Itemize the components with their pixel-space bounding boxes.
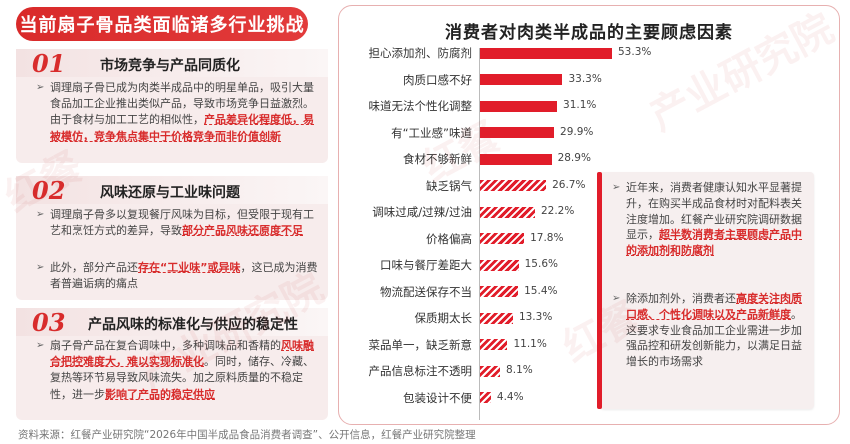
highlight-text: 影响了产品的稳定供应 <box>105 387 215 401</box>
note-text: 除添加剂外，消费者还高度关注肉质口感、个性化调味以及产品新鲜度。这要求专业食品加… <box>626 292 802 368</box>
value-label: 33.3% <box>568 72 602 85</box>
plain-text: 。这要求专业食品加工企业需进一步加强品控和研发创新能力，以满足日益增长的市场需求 <box>626 307 802 369</box>
plain-text: 扇子骨产品在复合调味中，多种调味品和香精的 <box>50 339 281 352</box>
section-title: 产品风味的标准化与供应的稳定性 <box>88 317 298 333</box>
value-label: 29.9% <box>560 125 594 138</box>
bar <box>480 100 558 112</box>
arrow-bullet-icon: ➢ <box>612 182 621 193</box>
chart-axis <box>479 48 480 420</box>
section-bullet: ➢ 此外，部分产品还存在“工业味”或异味，这已成为消费者普遍诟病的痛点 <box>36 260 318 292</box>
bar <box>480 180 547 191</box>
note-text: 近年来，消费者健康认知水平显著提升，在购买半成品食材时对配料表关注度增加。红餐产… <box>626 181 802 257</box>
highlight-text: 超半数消费者主要顾虑产品中的添加剂和防腐剂 <box>626 228 802 258</box>
value-label: 8.1% <box>506 364 533 376</box>
plain-text: 近年来，消费者健康认知水平显著提升，在购买半成品食材时对配料表关注度增加。红餐产… <box>626 181 802 242</box>
section-title: 市场竞争与产品同质化 <box>100 58 240 74</box>
plain-text: 。同时，储存、冷藏、复热等环节易导致风味流失。加之原料质量的不稳定性，进一步 <box>50 355 314 401</box>
bullet-text: 扇子骨产品在复合调味中，多种调味品和香精的风味融合把控难度大，难以实现标准化。同… <box>50 339 314 401</box>
category-label: 肉质口感不好 <box>403 72 472 87</box>
bar <box>480 365 501 377</box>
challenge-section-1: 01 市场竞争与产品同质化 ➢ 调理扇子骨已成为肉类半成品中的明星单品，吸引大量… <box>16 49 328 163</box>
category-label: 保质期太长 <box>414 311 473 325</box>
category-label: 食材不够新鲜 <box>403 152 472 166</box>
plain-text: ，这已成为消费者普遍诟病的痛点 <box>50 261 318 291</box>
section-title: 风味还原与工业味问题 <box>100 185 240 201</box>
section-bullet: ➢ 调理扇子骨已成为肉类半成品中的明星单品，吸引大量食品加工企业推出类似产品，导… <box>36 80 318 145</box>
bullet-text: 调理扇子骨已成为肉类半成品中的明星单品，吸引大量食品加工企业推出类似产品，导致市… <box>50 81 314 143</box>
bar <box>480 339 508 350</box>
bullet-text: 此外，部分产品还存在“工业味”或异味，这已成为消费者普遍诟病的痛点 <box>50 261 317 290</box>
value-label: 28.9% <box>557 152 591 164</box>
arrow-bullet-icon: ➢ <box>36 340 45 351</box>
bar <box>480 392 491 403</box>
section-header <box>16 308 328 336</box>
value-label: 13.3% <box>518 311 553 323</box>
value-label: 17.8% <box>530 231 564 244</box>
section-header <box>16 176 328 204</box>
note-bullet: ➢ 近年来，消费者健康认知水平显著提升，在购买半成品食材时对配料表关注度增加。红… <box>612 180 806 259</box>
bar <box>480 127 555 138</box>
value-label: 53.3% <box>618 46 652 58</box>
section-bullet: ➢ 调理扇子骨多以复现餐厅风味为目标，但受限于现有工艺和烹饪方式的差异，导致部分… <box>36 207 318 239</box>
highlight-text: 高度关注肉质口感、个性化调味以及产品新鲜度 <box>626 292 802 321</box>
category-label: 包装设计不便 <box>403 390 472 405</box>
value-label: 31.1% <box>563 99 597 111</box>
highlight-text: 部分产品风味还原度不足 <box>182 224 303 238</box>
value-label: 15.4% <box>524 284 558 297</box>
category-label: 味道无法个性化调整 <box>368 99 473 113</box>
bar <box>480 259 519 271</box>
category-label: 缺乏锅气 <box>426 178 472 193</box>
bar <box>480 206 535 218</box>
arrow-bullet-icon: ➢ <box>36 209 45 220</box>
plain-text: 除添加剂外，消费者还 <box>626 292 736 305</box>
chart-title: 消费者对肉类半成品的主要顾虑因素 <box>445 23 733 43</box>
category-label: 价格偏高 <box>426 231 472 246</box>
category-label: 调味过咸/过辣/过油 <box>372 205 472 219</box>
bar <box>480 286 519 297</box>
bar <box>480 74 563 85</box>
arrow-bullet-icon: ➢ <box>612 293 621 304</box>
category-label: 物流配送保存不当 <box>380 284 472 299</box>
value-label: 22.2% <box>540 205 575 217</box>
page-title: 当前扇子骨品类面临诸多行业挑战 <box>16 7 308 41</box>
section-number: 02 <box>32 176 66 205</box>
challenge-section-2: 02 风味还原与工业味问题 ➢ 调理扇子骨多以复现餐厅风味为目标，但受限于现有工… <box>16 176 328 300</box>
bar <box>480 47 612 59</box>
plain-text: 调理扇子骨多以复现餐厅风味为目标，但受限于现有工艺和烹饪方式的差异，导致 <box>50 208 314 238</box>
highlight-text: 风味融合把控难度大，难以实现标准化 <box>50 339 314 369</box>
category-label: 有“工业感”味道 <box>391 125 472 140</box>
bar <box>480 233 525 244</box>
plain-text: 此外，部分产品还 <box>50 261 138 274</box>
value-label: 4.4% <box>496 390 524 403</box>
value-label: 11.1% <box>513 337 547 350</box>
bar <box>480 153 552 165</box>
category-label: 产品信息标注不透明 <box>368 364 473 378</box>
note-accent-bar <box>597 172 602 409</box>
note-bullet: ➢ 除添加剂外，消费者还高度关注肉质口感、个性化调味以及产品新鲜度。这要求专业食… <box>612 291 806 370</box>
bullet-text: 调理扇子骨多以复现餐厅风味为目标，但受限于现有工艺和烹饪方式的差异，导致部分产品… <box>50 208 314 237</box>
category-label: 菜品单一，缺乏新意 <box>368 337 473 352</box>
highlight-text: 产品差异化程度低，易被模仿，竞争焦点集中于价格竞争而非价值创新 <box>50 113 314 143</box>
challenge-section-3: 03 产品风味的标准化与供应的稳定性 ➢ 扇子骨产品在复合调味中，多种调味品和香… <box>16 308 328 420</box>
bar <box>480 312 513 324</box>
arrow-bullet-icon: ➢ <box>36 82 45 93</box>
category-label: 担心添加剂、防腐剂 <box>368 46 473 60</box>
section-bullet: ➢ 扇子骨产品在复合调味中，多种调味品和香精的风味融合把控难度大，难以实现标准化… <box>36 338 318 403</box>
insight-note: ➢ 近年来，消费者健康认知水平显著提升，在购买半成品食材时对配料表关注度增加。红… <box>597 172 814 409</box>
section-number: 01 <box>32 49 66 78</box>
value-label: 26.7% <box>552 178 586 191</box>
arrow-bullet-icon: ➢ <box>36 262 45 273</box>
highlight-text: 存在“工业味”或异味 <box>138 261 241 274</box>
value-label: 15.6% <box>524 258 558 270</box>
source-footer: 资料来源：红餐产业研究院“2026年中国半成品食品消费者调查”、公开信息，红餐产… <box>18 429 476 441</box>
section-header <box>16 49 328 77</box>
plain-text: 调理扇子骨已成为肉类半成品中的明星单品，吸引大量食品加工企业推出类似产品，导致市… <box>50 81 314 127</box>
section-number: 03 <box>32 308 66 337</box>
category-label: 口味与餐厅差距大 <box>380 258 472 272</box>
